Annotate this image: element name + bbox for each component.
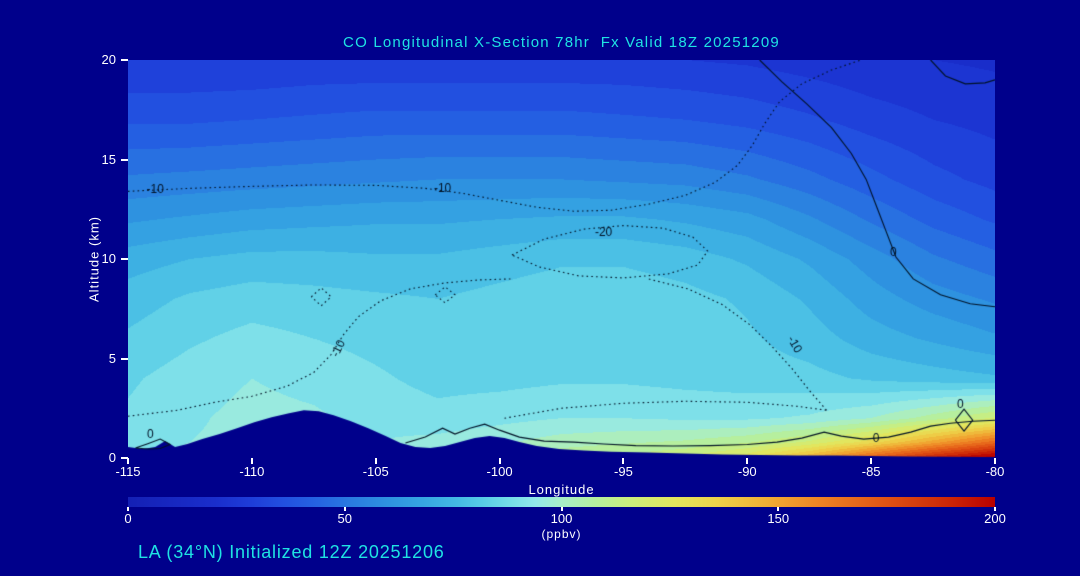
colorbar-tick xyxy=(994,507,996,511)
colorbar-tick xyxy=(343,507,346,511)
colorbar-tick xyxy=(127,507,129,511)
colorbar-gradient xyxy=(128,497,995,507)
x-tick-label: -80 xyxy=(985,464,1005,479)
x-tick xyxy=(127,458,129,464)
x-tick xyxy=(374,458,377,464)
colorbar-tick xyxy=(777,507,780,511)
x-tick xyxy=(870,458,873,464)
y-tick xyxy=(121,357,128,360)
y-tick xyxy=(121,59,128,61)
colorbar-tick xyxy=(560,507,563,511)
x-axis-label: Longitude xyxy=(528,482,595,497)
x-tick-label: -105 xyxy=(362,464,389,479)
x-tick-label: -115 xyxy=(115,464,141,479)
colorbar-tick-label: 50 xyxy=(337,511,352,526)
x-tick xyxy=(498,458,501,464)
x-tick xyxy=(746,458,749,464)
y-tick xyxy=(121,158,128,161)
x-tick-label: -95 xyxy=(614,464,633,479)
y-tick xyxy=(121,457,128,459)
y-tick-label: 10 xyxy=(101,251,116,266)
colorbar-tick-label: 100 xyxy=(550,511,573,526)
x-tick xyxy=(622,458,625,464)
x-tick xyxy=(994,458,996,464)
x-tick-label: -110 xyxy=(239,464,265,479)
y-tick-label: 0 xyxy=(108,450,116,465)
colorbar-tick-label: 150 xyxy=(767,511,790,526)
y-tick xyxy=(121,258,128,260)
initialization-annotation: LA (34°N) Initialized 12Z 20251206 xyxy=(138,542,445,562)
chart-title: CO Longitudinal X-Section 78hr Fx Valid … xyxy=(343,34,780,51)
x-tick-label: -90 xyxy=(737,464,757,479)
x-tick-label: -85 xyxy=(861,464,881,479)
colorbar-tick-label: 0 xyxy=(124,511,132,526)
contour-field-canvas xyxy=(128,60,995,458)
x-tick-label: -100 xyxy=(486,464,513,479)
colorbar-tick-label: 200 xyxy=(984,511,1006,526)
colorbar-units-label: (ppbv) xyxy=(541,527,582,541)
y-tick-label: 20 xyxy=(101,52,116,67)
x-tick xyxy=(250,458,253,464)
y-tick-label: 15 xyxy=(101,151,116,167)
y-tick-label: 5 xyxy=(108,350,116,366)
